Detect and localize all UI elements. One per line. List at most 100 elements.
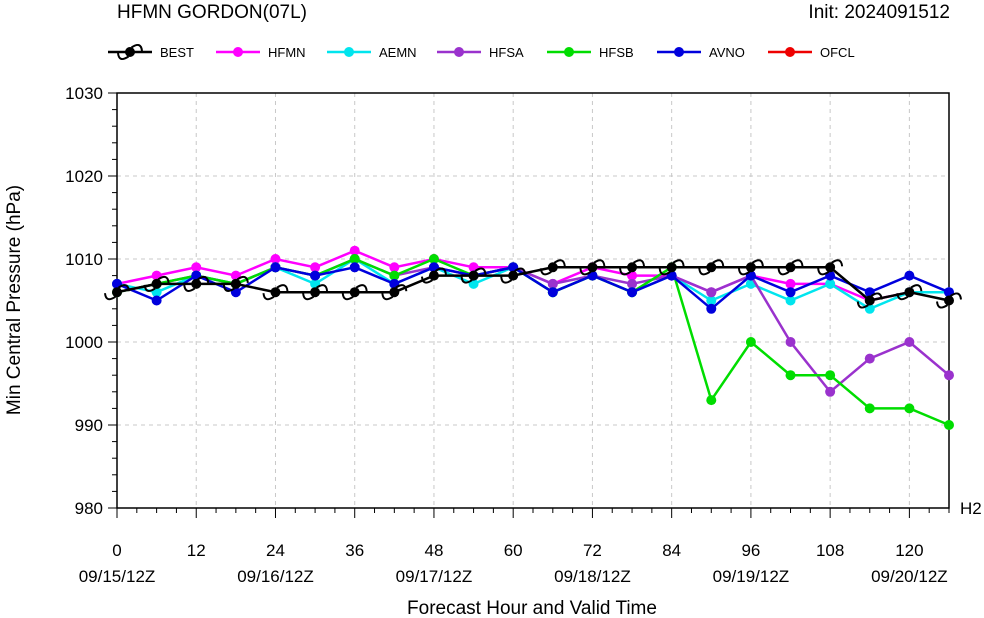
hurricane-symbol: [222, 275, 249, 292]
legend-item-hfmn: HFMN: [216, 45, 306, 60]
legend-label: HFSA: [489, 45, 524, 60]
data-point-avno: [270, 262, 281, 273]
hurricane-symbol: [143, 275, 170, 292]
data-point-avno: [547, 287, 558, 298]
chart-title: HFMN GORDON(07L): [117, 2, 307, 23]
data-point-hfsa: [864, 353, 875, 364]
hurricane-symbol: [302, 284, 329, 301]
data-point-hfsb: [825, 370, 836, 381]
data-point-hfsb: [944, 420, 954, 430]
hurricane-symbol: [817, 259, 844, 276]
x-tick-date: 09/20/12Z: [871, 567, 948, 586]
series-line-best: [116, 266, 950, 302]
x-tick-label: 96: [741, 541, 760, 560]
hurricane-symbol: [658, 259, 685, 276]
hurricane-symbol: [420, 267, 447, 284]
x-tick-date: 09/19/12Z: [713, 567, 790, 586]
x-tick-date: 09/15/12Z: [79, 567, 156, 586]
data-point-hfsb: [785, 370, 796, 381]
data-point-hfsa: [627, 278, 638, 289]
data-point-hfmn: [785, 278, 796, 289]
x-axis-label: Forecast Hour and Valid Time: [407, 598, 657, 618]
legend-item-ofcl: OFCL: [768, 45, 855, 60]
data-point-hfsb: [904, 403, 915, 414]
hurricane-symbol: [579, 259, 606, 276]
x-tick-label: 72: [583, 541, 602, 560]
data-point-hfsb: [428, 254, 439, 264]
x-tick-label: 24: [266, 541, 285, 560]
legend-item-avno: AVNO: [657, 45, 745, 60]
hurricane-symbol: [183, 275, 210, 292]
data-point-aemn: [825, 278, 836, 289]
data-point-hfsa: [706, 287, 717, 298]
data-point-aemn: [785, 295, 796, 306]
data-point-hfsb: [864, 403, 875, 414]
hurricane-symbol: [381, 284, 408, 301]
data-point-hfmn: [349, 245, 360, 256]
corner-label: H2: [960, 499, 982, 518]
data-point-hfmn: [270, 254, 281, 264]
data-point-avno: [349, 262, 360, 273]
x-tick-date: 09/17/12Z: [396, 567, 473, 586]
hurricane-symbol: [539, 259, 566, 276]
x-axis: 0 09/15/12Z 12 24 09/16/12Z 36 48 09/17/12Z 60 72…: [79, 508, 950, 586]
data-point-hfmn: [310, 262, 321, 273]
data-point-hfsa: [944, 370, 954, 381]
data-point-avno: [706, 303, 717, 314]
series-best: [104, 259, 962, 309]
data-point-hfmn: [191, 262, 202, 273]
legend-label: AVNO: [709, 45, 745, 60]
hurricane-symbol: [341, 284, 368, 301]
data-point-avno: [904, 270, 915, 281]
hurricane-symbol: [856, 292, 883, 309]
legend-label: OFCL: [820, 45, 855, 60]
y-tick-label: 1020: [65, 167, 103, 186]
hurricane-symbol: [936, 292, 962, 309]
y-axis: 980 990 1000 1010 1020 1030: [65, 84, 117, 518]
series-line-avno: [116, 265, 950, 311]
y-tick-label: 990: [75, 416, 103, 435]
x-tick-label: 36: [345, 541, 364, 560]
hurricane-symbol: [460, 267, 487, 284]
data-point-hfsb: [745, 337, 756, 347]
y-tick-label: 1010: [65, 250, 103, 269]
legend-item-aemn: AEMN: [327, 45, 417, 60]
data-point-avno: [310, 270, 321, 281]
legend: BEST HFMN AEMN HFSA HFSB AVNO OFCL: [108, 43, 855, 61]
x-tick-label: 60: [504, 541, 523, 560]
data-point-hfmn: [389, 262, 400, 273]
plot-frame: [116, 92, 950, 509]
y-tick-label: 1000: [65, 333, 103, 352]
legend-label: HFMN: [268, 45, 306, 60]
hurricane-symbol: [117, 43, 143, 61]
data-point-hfsa: [904, 337, 915, 347]
data-point-hfsb: [706, 395, 717, 406]
x-tick-label: 84: [662, 541, 681, 560]
data-point-aemn: [706, 295, 717, 306]
x-tick-label: 0: [112, 541, 121, 560]
x-tick-date: 09/16/12Z: [237, 567, 314, 586]
init-time: Init: 2024091512: [808, 2, 950, 23]
hurricane-symbol: [619, 259, 646, 276]
hurricane-symbol: [262, 284, 289, 301]
legend-item-hfsb: HFSB: [547, 45, 634, 60]
x-tick-label: 120: [895, 541, 923, 560]
x-tick-label: 48: [424, 541, 443, 560]
y-tick-label: 1030: [65, 84, 103, 103]
x-tick-label: 12: [187, 541, 206, 560]
legend-label: BEST: [160, 45, 194, 60]
hurricane-symbol: [896, 284, 923, 301]
data-point-hfsa: [825, 386, 836, 397]
hurricane-symbol: [500, 267, 527, 284]
hurricane-symbol: [104, 284, 130, 301]
legend-item-best: BEST: [108, 43, 194, 61]
data-point-avno: [627, 287, 638, 298]
data-point-hfsa: [547, 278, 558, 289]
hurricane-symbol: [737, 259, 764, 276]
data-point-avno: [785, 287, 796, 298]
data-point-hfsb: [349, 254, 360, 264]
data-point-hfsa: [785, 337, 796, 347]
hurricane-symbol: [698, 259, 725, 276]
legend-label: AEMN: [379, 45, 417, 60]
